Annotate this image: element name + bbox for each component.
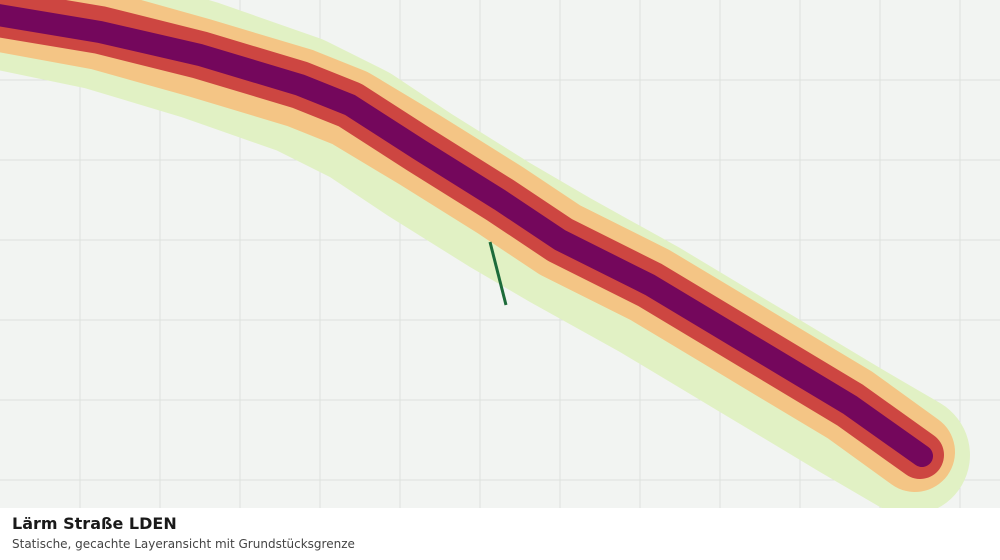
noise-band-very-high <box>0 4 933 467</box>
map-subtitle: Statische, gecachte Layeransicht mit Gru… <box>12 537 355 551</box>
noise-bands <box>0 0 970 515</box>
parcel-boundary <box>488 241 508 306</box>
caption-panel <box>0 508 1000 560</box>
map-title: Lärm Straße LDEN <box>12 514 177 533</box>
